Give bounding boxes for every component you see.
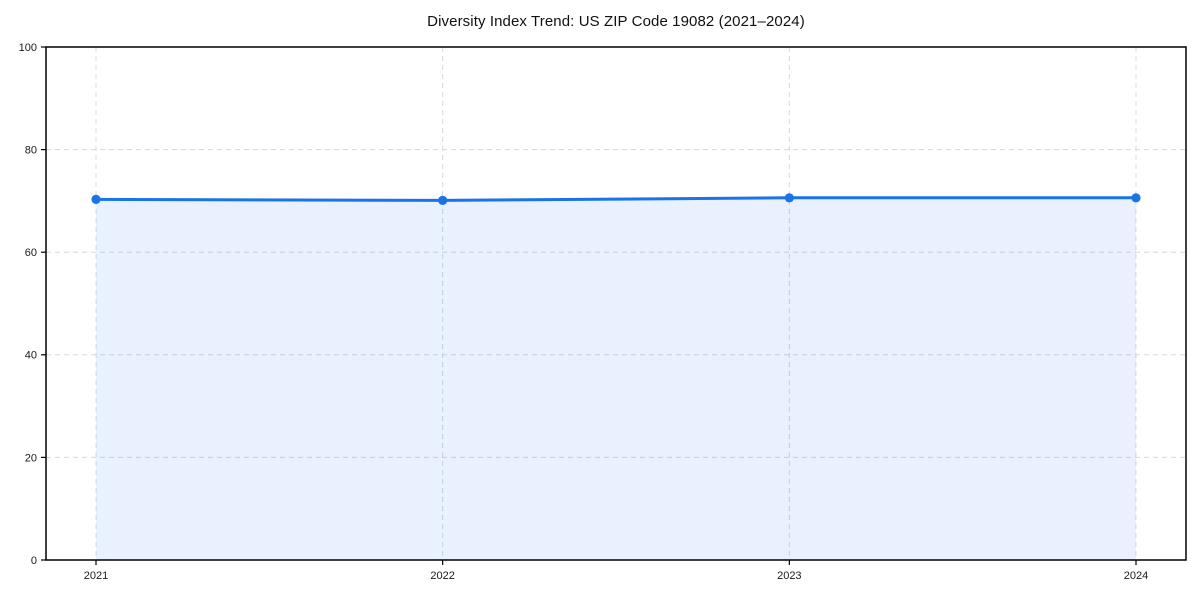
y-tick-label: 60 (25, 247, 37, 259)
y-tick-label: 40 (25, 350, 37, 362)
x-tick-label: 2021 (84, 570, 108, 582)
data-point-2021 (91, 194, 101, 204)
x-tick-label: 2024 (1124, 570, 1148, 582)
data-point-2023 (784, 193, 794, 203)
data-point-2022 (438, 195, 448, 205)
y-tick-label: 20 (25, 452, 37, 464)
x-tick-label: 2023 (777, 570, 801, 582)
x-tick-label: 2022 (430, 570, 454, 582)
trend-line (94, 196, 1138, 202)
y-tick-label: 80 (25, 144, 37, 156)
area-fill (96, 197, 1136, 561)
chart-title: Diversity Index Trend: US ZIP Code 19082… (427, 13, 805, 30)
y-tick-label: 100 (19, 42, 37, 54)
data-point-2024 (1131, 193, 1141, 203)
axes-spines (45, 46, 1187, 561)
y-tick-label: 0 (31, 555, 37, 567)
